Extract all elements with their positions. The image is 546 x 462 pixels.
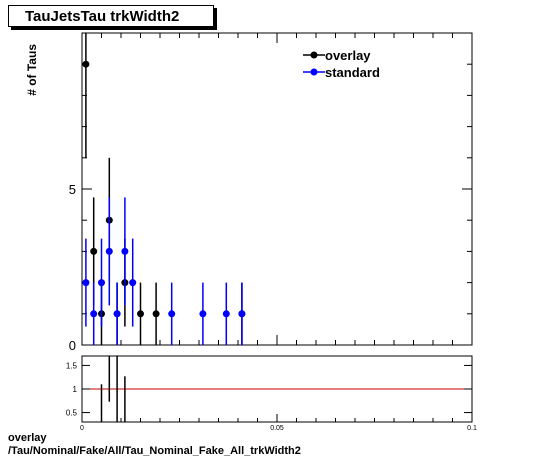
standard-marker bbox=[168, 310, 176, 318]
legend-marker-overlay bbox=[310, 51, 318, 59]
standard-marker bbox=[129, 279, 137, 287]
ratio-x-tick-label: 0.05 bbox=[270, 425, 284, 432]
standard-marker bbox=[113, 310, 121, 318]
footer: overlay /Tau/Nominal/Fake/All/Tau_Nomina… bbox=[8, 432, 301, 458]
chart-title: TauJetsTau trkWidth2 bbox=[25, 8, 180, 25]
ratio-y-tick-label: 1 bbox=[73, 385, 78, 394]
y-axis-label: # of Taus bbox=[25, 44, 39, 96]
y-tick-label: 5 bbox=[69, 182, 76, 197]
standard-marker bbox=[90, 310, 98, 318]
standard-marker bbox=[98, 279, 105, 287]
ratio-y-tick-label: 1.5 bbox=[66, 361, 78, 370]
legend-label-overlay: overlay bbox=[325, 48, 371, 63]
y-tick-label: 0 bbox=[69, 338, 76, 353]
legend-label-standard: standard bbox=[325, 65, 380, 80]
overlay-marker bbox=[152, 310, 160, 318]
standard-marker bbox=[121, 247, 129, 255]
ratio-x-tick-label: 0.1 bbox=[467, 425, 477, 432]
standard-marker bbox=[238, 310, 246, 318]
ratio-x-tick-label: 0 bbox=[80, 425, 84, 432]
standard-marker bbox=[222, 310, 230, 318]
x-axis-label: trkWidth2 bbox=[438, 431, 472, 432]
overlay-marker bbox=[90, 247, 98, 255]
standard-marker bbox=[199, 310, 207, 318]
ratio-y-tick-label: 0.5 bbox=[66, 409, 78, 418]
title-box: TauJetsTau trkWidth2 bbox=[8, 5, 214, 27]
footer-line-2: /Tau/Nominal/Fake/All/Tau_Nominal_Fake_A… bbox=[8, 445, 301, 457]
footer-line-1: overlay bbox=[8, 432, 47, 444]
chart-canvas: 0 5 # of Taus overlay standard 0.5 1 1.5 0 0.05 0.… bbox=[25, 32, 477, 432]
standard-marker bbox=[105, 247, 113, 255]
overlay-marker bbox=[137, 310, 144, 318]
overlay-marker bbox=[82, 60, 90, 68]
legend-marker-standard bbox=[310, 68, 318, 76]
standard-marker bbox=[82, 279, 90, 287]
